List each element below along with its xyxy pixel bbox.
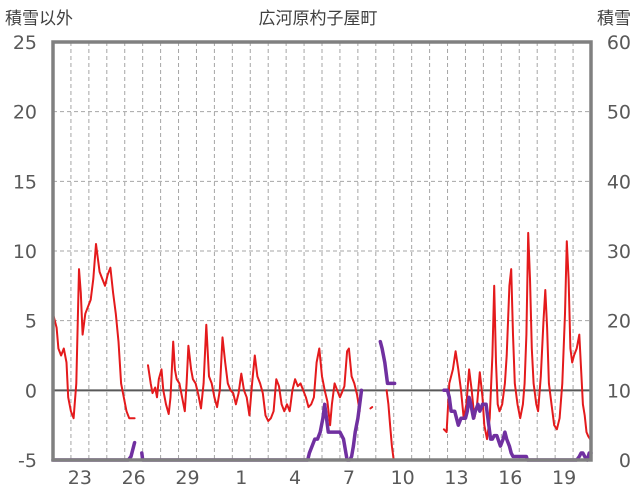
x-tick-label: 23 [68, 467, 92, 489]
left-axis-label: 積雪以外 [5, 9, 73, 29]
snow-line-segment [140, 388, 364, 462]
left-tick-label: 5 [25, 311, 37, 333]
chart-title: 広河原杓子屋町 [259, 9, 378, 29]
temperature-line-segment [369, 406, 374, 410]
snow-line-segment [51, 440, 137, 462]
right-axis-label: 積雪 [597, 9, 631, 29]
x-tick-label: 7 [343, 467, 355, 489]
temperature-line-segment [385, 389, 395, 461]
left-tick-label: -5 [18, 450, 37, 472]
snow-line-segment [378, 339, 397, 386]
x-axis: 23 26 29 1 4 7 10 13 16 19 [68, 467, 576, 489]
right-axis: 60 50 40 30 20 10 0 [607, 32, 631, 472]
x-tick-label: 26 [122, 467, 146, 489]
x-tick-label: 1 [235, 467, 247, 489]
right-tick-label: 10 [607, 380, 631, 402]
right-tick-label: 0 [619, 450, 631, 472]
temperature-line-segment [147, 323, 361, 427]
plot-frame [51, 40, 593, 462]
right-tick-label: 60 [607, 32, 631, 54]
left-tick-label: 15 [13, 171, 37, 193]
x-tick-label: 16 [498, 467, 522, 489]
left-tick-label: 10 [13, 241, 37, 263]
x-tick-label: 4 [289, 467, 301, 489]
temperature-line-segment [442, 231, 592, 441]
x-tick-label: 10 [391, 467, 415, 489]
left-tick-label: 20 [13, 102, 37, 124]
left-tick-label: 25 [13, 32, 37, 54]
right-tick-label: 40 [607, 171, 631, 193]
x-tick-label: 29 [175, 467, 199, 489]
left-axis: 25 20 15 10 5 0 -5 [13, 32, 37, 472]
right-tick-label: 50 [607, 102, 631, 124]
x-tick-label: 13 [444, 467, 468, 489]
x-tick-label: 19 [552, 467, 576, 489]
right-tick-label: 20 [607, 311, 631, 333]
temperature-line-segment [52, 243, 136, 420]
series-temperature [52, 231, 592, 461]
left-tick-label: 0 [25, 380, 37, 402]
grid [53, 42, 591, 460]
right-tick-label: 30 [607, 241, 631, 263]
